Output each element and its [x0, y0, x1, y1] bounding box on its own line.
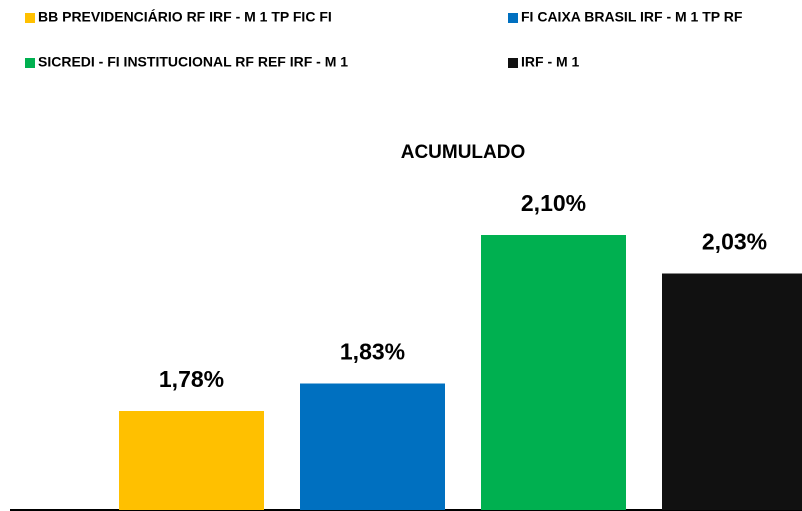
legend-label: SICREDI - FI INSTITUCIONAL RF REF IRF - … — [38, 54, 348, 70]
legend-swatch — [508, 58, 518, 68]
legend-label: FI CAIXA BRASIL IRF - M 1 TP RF — [521, 9, 743, 25]
legend-label: IRF - M 1 — [521, 54, 580, 70]
legend-swatch — [25, 58, 35, 68]
legend-label: BB PREVIDENCIÁRIO RF IRF - M 1 TP FIC FI — [38, 9, 332, 25]
value-label: 1,83% — [340, 339, 405, 365]
legend-swatch — [25, 13, 35, 23]
bar — [662, 273, 802, 510]
bar — [119, 411, 264, 510]
bar — [300, 383, 445, 510]
value-label: 2,10% — [521, 190, 586, 216]
legend-swatch — [508, 13, 518, 23]
bar — [481, 235, 626, 510]
chart-title: ACUMULADO — [401, 142, 526, 163]
value-label: 2,03% — [702, 229, 767, 255]
value-label: 1,78% — [159, 366, 224, 392]
